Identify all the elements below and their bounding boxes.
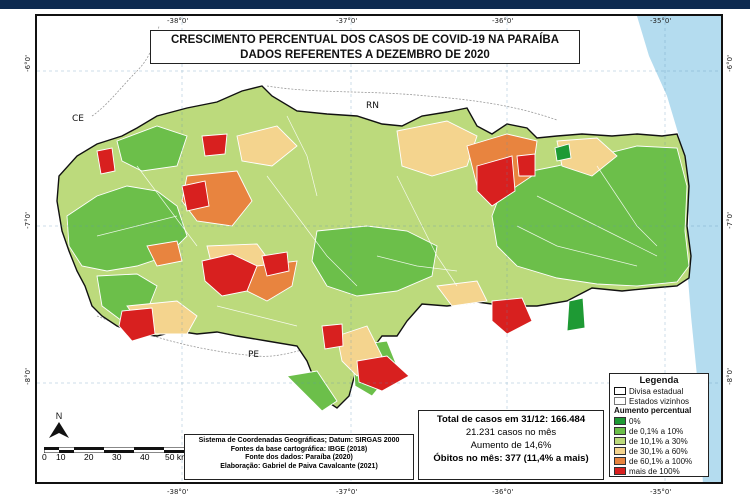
- municipality-region-red-9: [491, 297, 533, 335]
- coord-left-2: -7°0': [24, 212, 32, 229]
- legend: Legenda Divisa estadual Estados vizinhos…: [609, 373, 709, 477]
- legend-row-neighbors: Estados vizinhos: [610, 396, 708, 406]
- coord-top-4: -35°0': [650, 17, 672, 25]
- legend-swatch-3: [614, 447, 626, 455]
- ocean: [637, 16, 721, 482]
- stats-increase: Aumento de 14,6%: [470, 440, 552, 451]
- scale-tick-10: 10: [56, 452, 66, 462]
- legend-swatch-2: [614, 437, 626, 445]
- municipality-region-red-3: [181, 180, 210, 212]
- credits-base: Fontes da base cartográfica: IBGE (2018): [230, 445, 368, 453]
- coord-right-2: -7°0': [726, 212, 734, 229]
- legend-row-class-2: de 10,1% a 30%: [610, 436, 708, 446]
- municipality-region-yellow-1: [396, 120, 478, 177]
- graticule: [37, 16, 721, 482]
- stats-total: Total de casos em 31/12: 166.484: [436, 414, 586, 425]
- municipality-region-red-6: [118, 307, 156, 342]
- coord-bottom-4: -35°0': [650, 488, 672, 496]
- map-frame: -38°0' -37°0' -36°0' -35°0': [35, 14, 723, 484]
- coord-left-1: -6°0': [24, 55, 32, 72]
- stats-deaths: Óbitos no mês: 377 (11,4% a mais): [433, 453, 589, 464]
- legend-class-label-2: de 10,1% a 30%: [629, 436, 688, 446]
- legend-row-state-border: Divisa estadual: [610, 386, 708, 396]
- coord-right-3: -8°0': [726, 368, 734, 385]
- municipality-region-yellow-5: [556, 137, 618, 177]
- legend-class-label-5: mais de 100%: [629, 466, 680, 476]
- coord-bottom-2: -37°0': [336, 488, 358, 496]
- legend-swatch-5: [614, 467, 626, 475]
- legend-class-label-1: de 0,1% a 10%: [629, 426, 684, 436]
- credits-data-source: Fonte dos dados: Paraíba (2020): [245, 454, 353, 462]
- municipality-region-south2: [286, 370, 338, 412]
- municipality-region-zero-2: [566, 297, 586, 332]
- legend-swatch-1: [614, 427, 626, 435]
- municipality-region-red-11: [356, 355, 410, 392]
- neighbors-swatch: [614, 397, 626, 405]
- municipality-region-red-10: [321, 323, 344, 350]
- legend-class-label-0: 0%: [629, 416, 641, 426]
- municipality-region-red-7: [476, 155, 516, 207]
- map-title-line1: CRESCIMENTO PERCENTUAL DOS CASOS DE COVI…: [170, 34, 560, 46]
- scale-bar: [44, 447, 194, 453]
- municipality-region-yellow-6: [236, 125, 298, 167]
- credits-box: Sistema de Coordenadas Geográficas; Datu…: [184, 434, 414, 480]
- stats-month-cases: 21.231 casos no mês: [465, 427, 557, 438]
- legend-row-class-0: 0%: [610, 416, 708, 426]
- legend-swatch-0: [614, 417, 626, 425]
- scale-tick-40: 40: [140, 452, 150, 462]
- legend-row-class-1: de 0,1% a 10%: [610, 426, 708, 436]
- coord-top-2: -37°0': [336, 17, 358, 25]
- neighbor-border-rn: [266, 85, 558, 121]
- credits-author: Elaboração: Gabriel de Paiva Cavalcante …: [220, 462, 378, 470]
- coord-right-1: -6°0': [726, 55, 734, 72]
- coord-bottom-1: -38°0': [167, 488, 189, 496]
- municipality-region-red-4: [201, 253, 258, 297]
- legend-neighbors-label: Estados vizinhos: [629, 396, 690, 406]
- state-border-swatch: [614, 387, 626, 395]
- neighbor-border-ce: [91, 25, 160, 117]
- municipality-region-red-1: [96, 147, 116, 175]
- map-canvas: [37, 16, 721, 482]
- scale-tick-20: 20: [84, 452, 94, 462]
- municipality-region-red-2: [201, 133, 228, 157]
- label-rn: RN: [366, 101, 379, 111]
- municipality-region-north: [116, 125, 188, 172]
- scale-tick-30: 30: [112, 452, 122, 462]
- credits-crs: Sistema de Coordenadas Geográficas; Datu…: [198, 437, 400, 444]
- municipality-region-center: [311, 225, 438, 297]
- municipality-region-orange-4: [146, 240, 183, 267]
- legend-class-label-4: de 60,1% a 100%: [629, 456, 693, 466]
- municipalities: [66, 120, 690, 412]
- municipality-region-yellow-7: [436, 280, 488, 307]
- legend-swatch-4: [614, 457, 626, 465]
- legend-row-class-3: de 30,1% a 60%: [610, 446, 708, 456]
- north-label: N: [56, 411, 63, 421]
- scale-tick-50: 50 km: [165, 452, 189, 462]
- label-ce: CE: [72, 114, 84, 124]
- north-arrow-icon: N: [49, 411, 69, 438]
- coord-top-1: -38°0': [167, 17, 189, 25]
- legend-class-label-3: de 30,1% a 60%: [629, 446, 688, 456]
- coord-left-3: -8°0': [24, 368, 32, 385]
- municipality-region-zero-1: [554, 143, 572, 162]
- top-strip: [0, 0, 750, 9]
- legend-row-class-5: mais de 100%: [610, 466, 708, 476]
- scale-tick-0: 0: [42, 452, 47, 462]
- label-pe: PE: [248, 350, 260, 360]
- coord-top-3: -36°0': [492, 17, 514, 25]
- legend-increase-title: Aumento percentual: [614, 406, 692, 415]
- legend-state-border-label: Divisa estadual: [629, 386, 684, 396]
- municipality-region-red-8: [516, 153, 536, 177]
- coord-bottom-3: -36°0': [492, 488, 514, 496]
- legend-row-class-4: de 60,1% a 100%: [610, 456, 708, 466]
- stats-box: Total de casos em 31/12: 166.484 21.231 …: [418, 410, 604, 480]
- legend-title: Legenda: [639, 375, 679, 386]
- map-title-line2: DADOS REFERENTES A DEZEMBRO DE 2020: [240, 49, 490, 61]
- municipality-region-red-5: [261, 251, 290, 277]
- map-title: CRESCIMENTO PERCENTUAL DOS CASOS DE COVI…: [150, 30, 580, 64]
